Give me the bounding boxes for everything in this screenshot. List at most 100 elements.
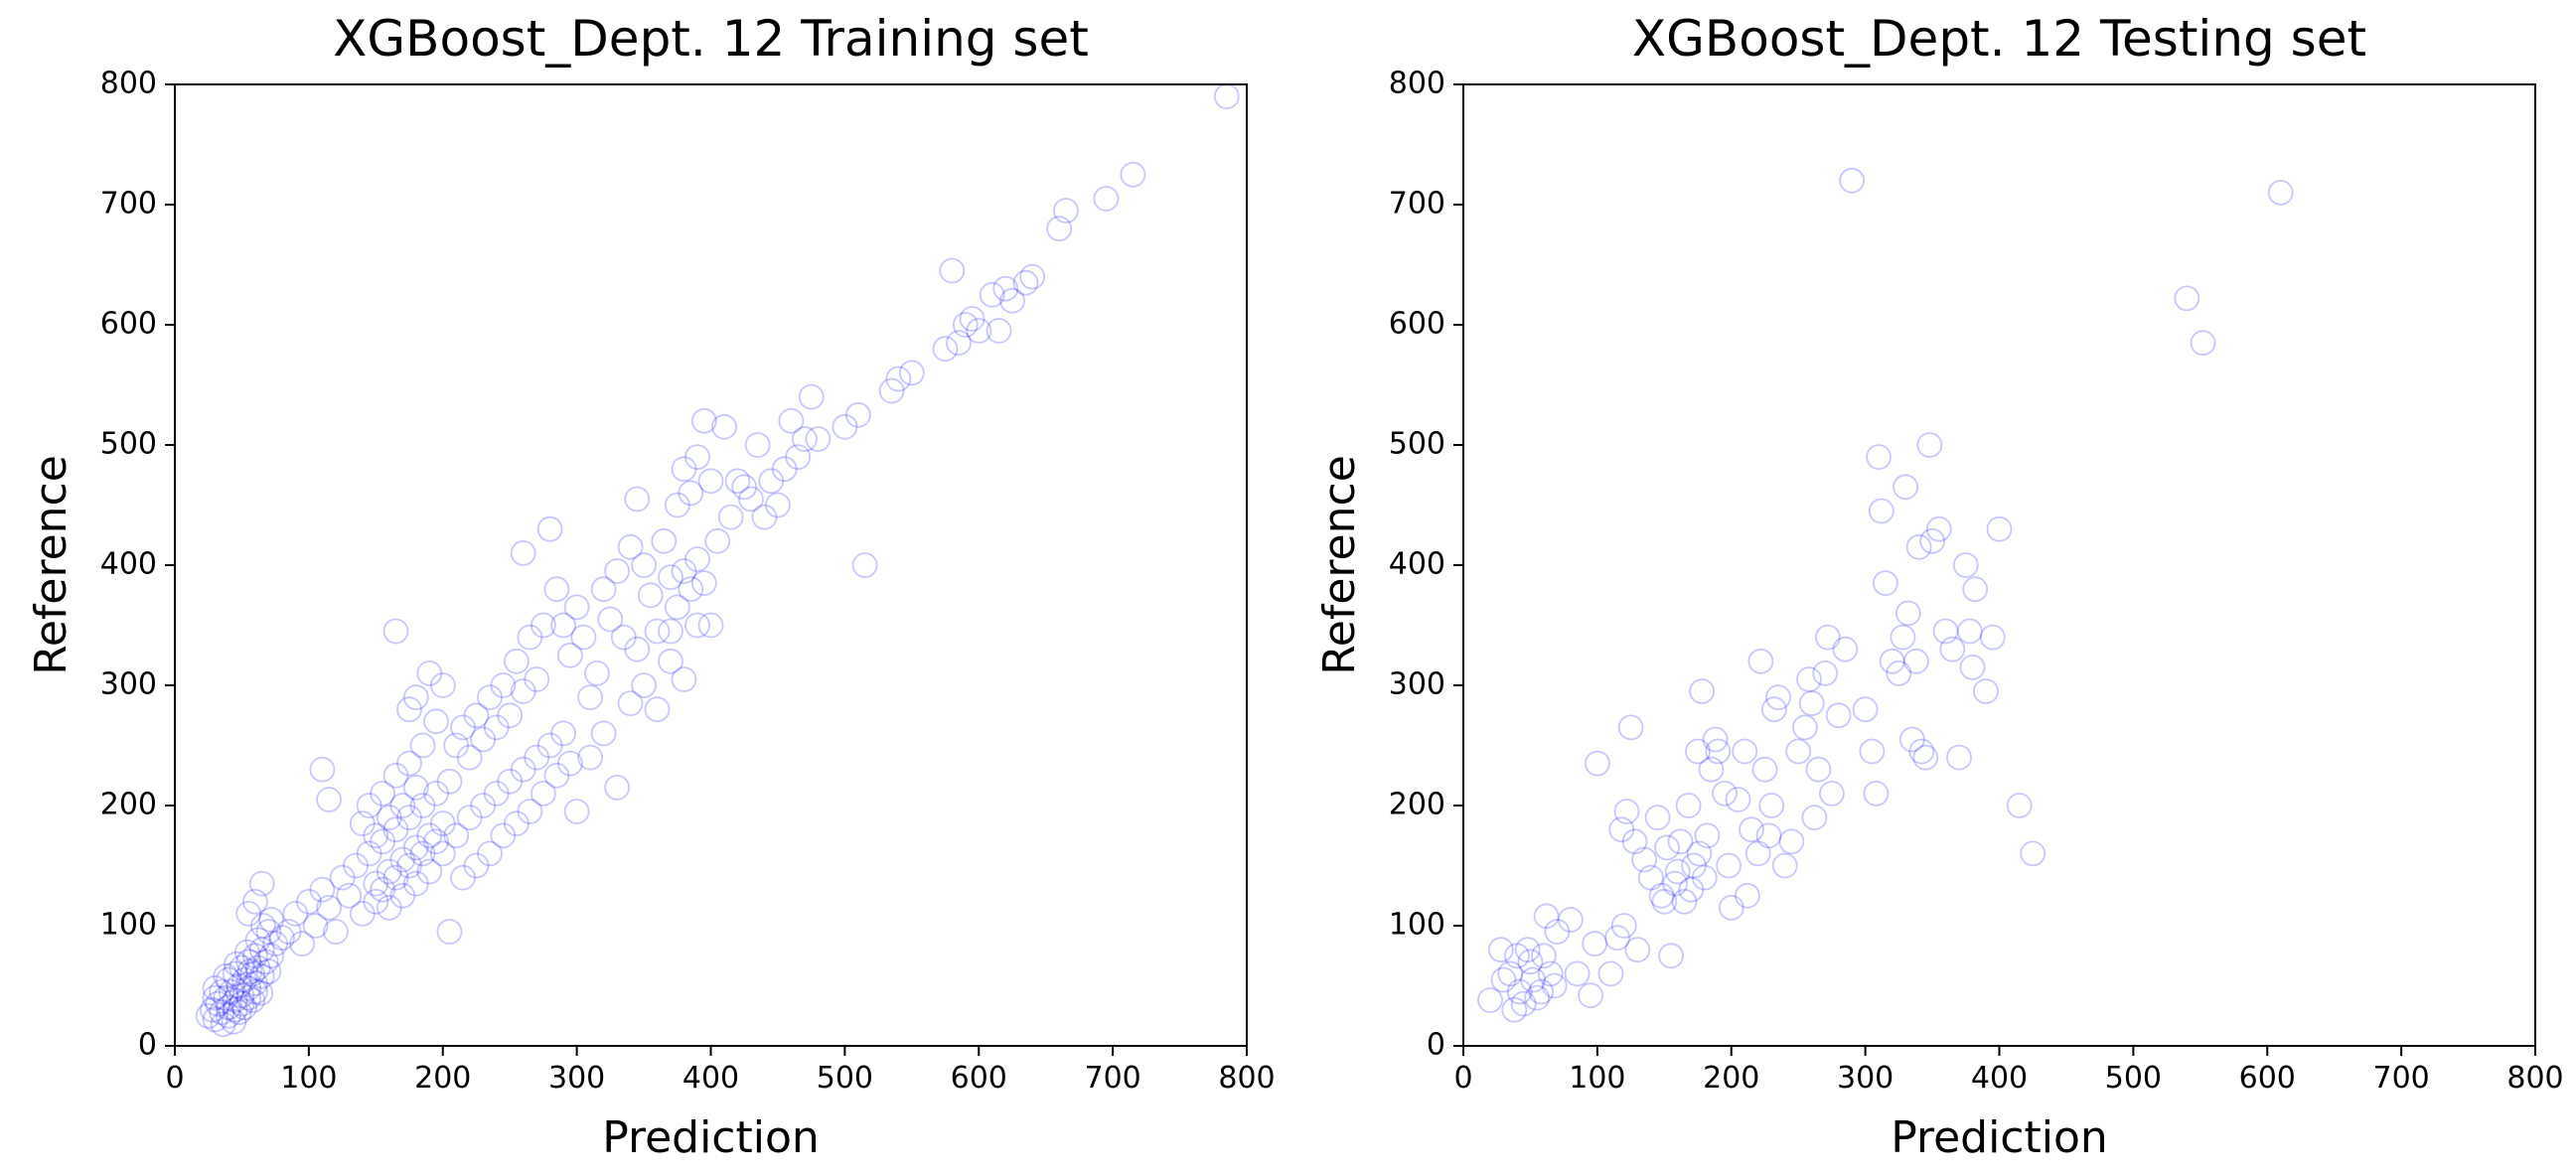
scatter-point (255, 919, 282, 945)
y-tick-label: 0 (1427, 1028, 1445, 1063)
plot-frame (174, 83, 1248, 1047)
scatter-point (637, 582, 664, 609)
x-tick-label: 400 (682, 1061, 739, 1096)
scatter-point (244, 927, 271, 954)
scatter-point (1610, 913, 1637, 939)
scatter-point (697, 468, 724, 495)
scatter-point (651, 527, 678, 554)
scatter-point (999, 287, 1025, 314)
scatter-point (235, 975, 262, 1001)
scatter-point (1617, 714, 1644, 741)
scatter-point (222, 960, 248, 987)
scatter-point (664, 492, 690, 518)
y-tick-label: 100 (100, 908, 157, 943)
scatter-point (504, 648, 530, 674)
scatter-point (1702, 726, 1729, 753)
scatter-point (477, 684, 503, 710)
scatter-point (678, 480, 704, 507)
scatter-point (1533, 903, 1560, 930)
scatter-point (456, 744, 483, 771)
scatter-point (550, 720, 576, 747)
scatter-point (671, 456, 697, 483)
scatter-point (262, 931, 289, 956)
scatter-point (396, 750, 422, 777)
scatter-point (202, 984, 228, 1011)
scatter-point (1510, 990, 1537, 1017)
scatter-points (195, 83, 1240, 1038)
scatter-point (1631, 846, 1657, 873)
scatter-point (1678, 876, 1705, 903)
axis-ticks: 0 100 200 300 400 500 600 700 800 0 100 200 300 400 50… (100, 67, 1276, 1097)
scatter-point (282, 901, 309, 927)
scatter-point (363, 870, 389, 897)
y-tick-label: 800 (1389, 67, 1445, 101)
scatter-point (463, 852, 490, 879)
scatter-point (570, 624, 597, 651)
scatter-point (1903, 648, 1929, 674)
scatter-points (1477, 167, 2294, 1023)
scatter-point (1732, 738, 1758, 765)
scatter-point (205, 990, 231, 1017)
scatter-point (322, 919, 349, 945)
scatter-point (275, 919, 302, 945)
scatter-point (1613, 799, 1640, 824)
scatter-point (1558, 907, 1584, 933)
scatter-point (1520, 966, 1546, 993)
scatter-point (497, 702, 524, 729)
plot-frame (1462, 83, 2536, 1047)
axis-ticks: 0 100 200 300 400 500 600 700 800 0 100 200 300 400 50… (1389, 67, 2564, 1097)
scatter-point (1725, 787, 1751, 812)
scatter-point (218, 978, 244, 1005)
scatter-point (235, 901, 262, 927)
scatter-point (456, 805, 483, 830)
scatter-point (1662, 870, 1688, 897)
scatter-point (389, 846, 416, 873)
scatter-point (584, 661, 610, 686)
scatter-point (226, 999, 252, 1025)
scatter-point (235, 949, 262, 975)
scatter-point (966, 318, 992, 344)
scatter-point (396, 696, 422, 723)
scatter-point (1986, 515, 2013, 542)
scatter-point (224, 951, 249, 977)
scatter-point (1805, 756, 1832, 783)
scatter-point (738, 486, 764, 513)
scatter-point (952, 312, 979, 338)
x-tick-label: 0 (165, 1061, 184, 1096)
y-tick-label: 800 (100, 67, 157, 101)
scatter-point (1962, 576, 1989, 603)
scatter-point (244, 955, 271, 981)
scatter-point (684, 612, 710, 639)
scatter-point (443, 732, 470, 759)
scatter-point (252, 949, 279, 975)
scatter-point (1648, 882, 1675, 909)
y-axis-label: Reference (26, 455, 76, 675)
scatter-point (1979, 624, 2006, 651)
scatter-point (644, 696, 671, 723)
scatter-point (1932, 618, 1959, 645)
scatter-point (1959, 655, 1986, 680)
scatter-point (724, 468, 751, 495)
x-tick-label: 400 (1971, 1061, 2028, 1096)
scatter-point (329, 864, 356, 891)
scatter-point (1825, 702, 1852, 729)
scatter-point (1564, 960, 1591, 987)
scatter-point (1694, 822, 1721, 849)
scatter-point (250, 913, 276, 939)
scatter-point (832, 413, 858, 440)
scatter-point (530, 781, 556, 807)
scatter-point (617, 533, 644, 560)
scatter-point (885, 366, 912, 392)
scatter-point (429, 840, 456, 867)
scatter-point (1528, 978, 1555, 1005)
scatter-point (744, 432, 771, 458)
scatter-point (1755, 822, 1782, 849)
scatter-point (450, 864, 476, 891)
scatter-point (939, 257, 966, 284)
scatter-point (690, 407, 717, 434)
y-tick-label: 700 (1389, 187, 1445, 221)
scatter-point (1681, 852, 1707, 879)
scatter-point (1644, 805, 1671, 830)
testing-chart: XGBoost_Dept. 12 Testing set Prediction … (1314, 10, 2564, 1163)
scatter-point (363, 888, 389, 915)
